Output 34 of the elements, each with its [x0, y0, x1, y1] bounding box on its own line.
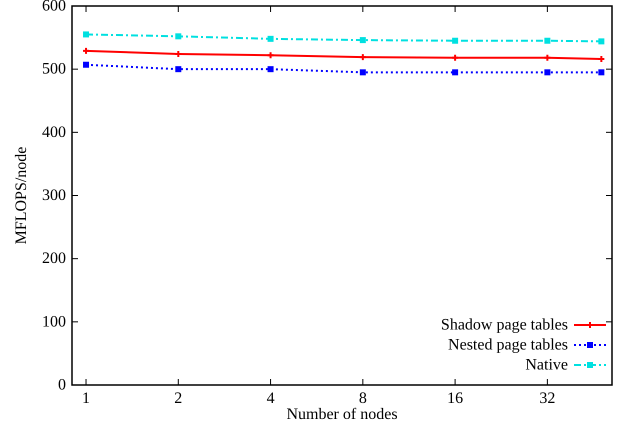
legend-label: Shadow page tables: [440, 316, 568, 334]
point: [266, 51, 275, 60]
point: [452, 69, 458, 76]
point: [360, 69, 366, 76]
x-tick-label: 1: [82, 390, 90, 407]
point: [83, 62, 90, 68]
point: [83, 31, 90, 38]
point: [358, 53, 367, 62]
y-tick-label: 200: [42, 250, 66, 268]
y-axis-title: MFLOPS/node: [13, 146, 30, 244]
x-tick-label: 16: [447, 390, 464, 407]
legend-label: Native: [525, 356, 568, 374]
y-tick-label: 400: [42, 124, 66, 141]
point: [175, 33, 182, 40]
point: [544, 38, 550, 44]
x-tick-label: 32: [539, 390, 556, 407]
point: [268, 36, 274, 42]
x-tick-label: 8: [358, 390, 367, 407]
point: [452, 38, 458, 44]
point: [544, 69, 550, 76]
point: [175, 66, 182, 72]
legend-label: Nested page tables: [448, 336, 568, 354]
y-tick-label: 0: [58, 376, 66, 394]
x-axis-title: Number of nodes: [286, 406, 398, 423]
x-tick-label: 2: [174, 390, 182, 407]
y-tick-label: 300: [42, 187, 66, 204]
y-tick-label: 100: [42, 313, 66, 330]
point: [543, 54, 552, 62]
point: [360, 37, 366, 44]
point: [451, 54, 460, 62]
y-tick-label: 500: [42, 60, 66, 78]
x-tick-label: 4: [266, 390, 275, 407]
y-tick-label: 600: [42, 0, 66, 14]
point: [268, 66, 274, 72]
